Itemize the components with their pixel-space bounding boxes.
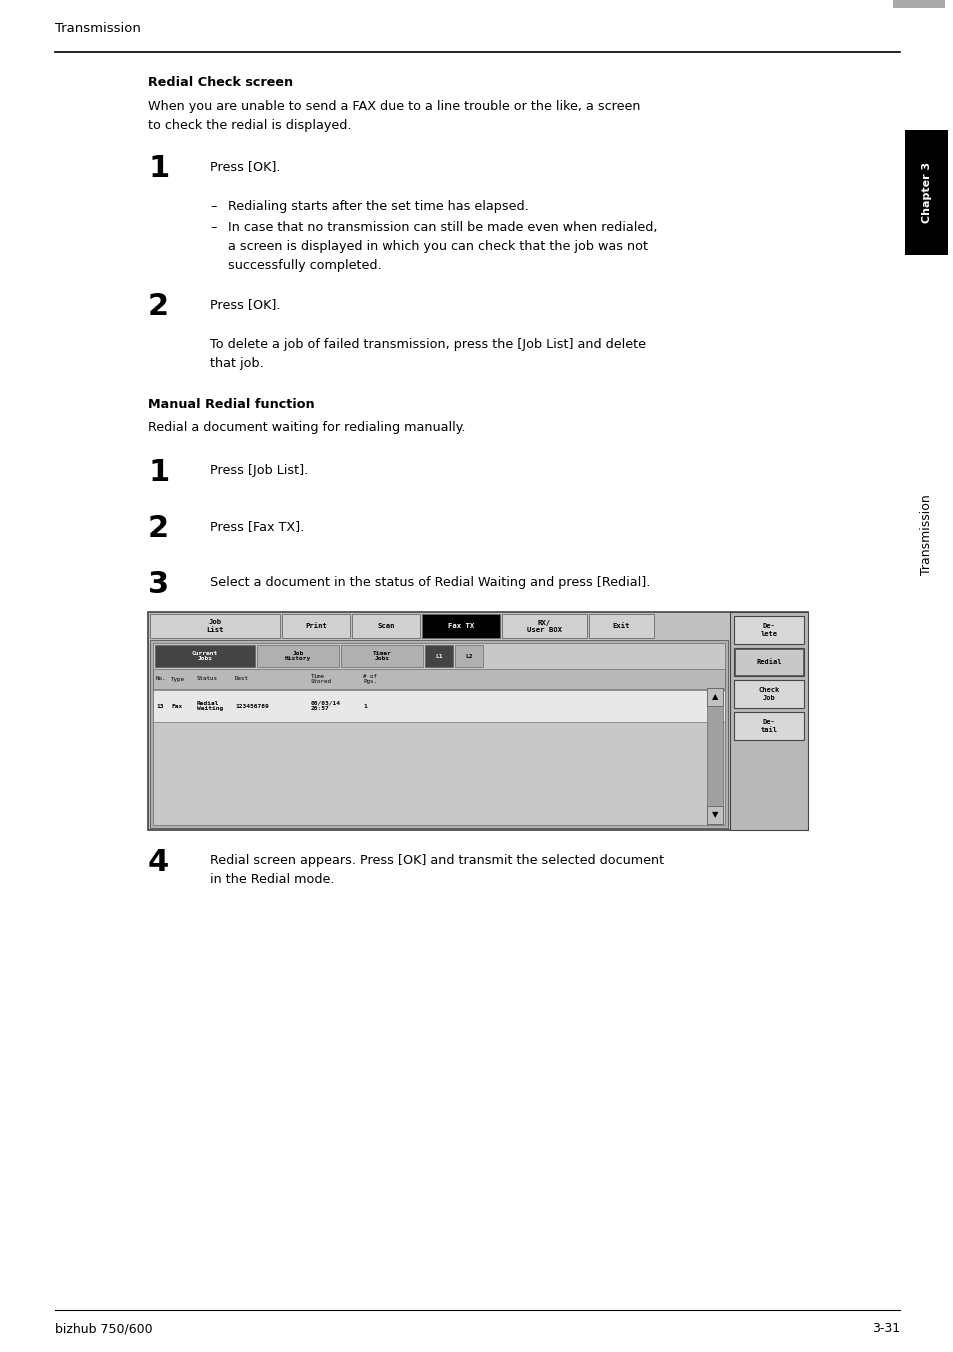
Text: RX/
User BOX: RX/ User BOX (526, 619, 561, 633)
Bar (282, 614, 350, 638)
Text: ▼: ▼ (711, 810, 718, 819)
Bar (455, 645, 482, 667)
Text: Status: Status (196, 676, 218, 681)
Bar (729, 612, 807, 830)
Text: 3-31: 3-31 (871, 1322, 899, 1334)
Text: Fax: Fax (171, 703, 182, 708)
Text: Check
Job: Check Job (758, 688, 779, 700)
Text: L2: L2 (465, 653, 473, 658)
Bar (733, 680, 803, 708)
Bar (733, 648, 803, 676)
Text: bizhub 750/600: bizhub 750/600 (55, 1322, 152, 1334)
Text: Print: Print (305, 623, 327, 629)
Text: 2: 2 (148, 514, 169, 544)
Bar (733, 713, 803, 740)
Bar (340, 645, 422, 667)
Text: –: – (210, 220, 216, 234)
Text: Redial screen appears. Press [OK] and transmit the selected document: Redial screen appears. Press [OK] and tr… (210, 854, 663, 867)
Text: Press [Fax TX].: Press [Fax TX]. (210, 521, 304, 533)
Text: When you are unable to send a FAX due to a line trouble or the like, a screen: When you are unable to send a FAX due to… (148, 100, 639, 114)
Text: Type: Type (171, 676, 185, 681)
Text: 1: 1 (148, 458, 169, 487)
Text: –: – (210, 200, 216, 214)
Text: Redial Check screen: Redial Check screen (148, 76, 293, 89)
Text: successfully completed.: successfully completed. (228, 260, 381, 272)
Text: Transmission: Transmission (55, 22, 141, 35)
Bar (706, 806, 722, 823)
Bar (706, 688, 722, 706)
Text: Select a document in the status of Redial Waiting and press [Redial].: Select a document in the status of Redia… (210, 576, 650, 589)
Text: No.: No. (156, 676, 167, 681)
Text: De-
lete: De- lete (760, 623, 777, 637)
Bar (150, 614, 280, 638)
Text: 4: 4 (148, 848, 169, 877)
Bar (733, 617, 803, 644)
Text: that job.: that job. (210, 357, 263, 370)
Bar (152, 644, 724, 825)
Text: Press [Job List].: Press [Job List]. (210, 464, 308, 477)
Text: Job
List: Job List (206, 619, 224, 633)
Text: Scan: Scan (376, 623, 395, 629)
Bar (734, 649, 802, 675)
Text: # of
Pgs.: # of Pgs. (363, 673, 376, 684)
Text: 2: 2 (148, 292, 169, 320)
Text: Job
History: Job History (285, 650, 311, 661)
Text: 3: 3 (148, 571, 169, 599)
Text: Manual Redial function: Manual Redial function (148, 397, 314, 411)
Bar (148, 612, 807, 830)
Text: 13: 13 (156, 703, 163, 708)
Text: Transmission: Transmission (919, 495, 932, 576)
Text: Press [OK].: Press [OK]. (210, 297, 280, 311)
Text: 1: 1 (148, 154, 169, 183)
Bar (892, 0, 944, 8)
Text: to check the redial is displayed.: to check the redial is displayed. (148, 119, 351, 132)
Text: Redial: Redial (756, 658, 781, 665)
Text: 06/03/14
20:57: 06/03/14 20:57 (311, 700, 340, 711)
Text: 1: 1 (363, 703, 366, 708)
Text: L1: L1 (435, 653, 442, 658)
Text: Redialing starts after the set time has elapsed.: Redialing starts after the set time has … (228, 200, 528, 214)
Text: ▲: ▲ (711, 692, 718, 702)
Bar (424, 645, 453, 667)
Bar (152, 669, 724, 690)
Text: Chapter 3: Chapter 3 (921, 162, 930, 223)
Bar (150, 639, 727, 827)
Text: Time
Stored: Time Stored (311, 673, 332, 684)
Text: Press [OK].: Press [OK]. (210, 160, 280, 173)
Text: Fax TX: Fax TX (447, 623, 474, 629)
Text: Redial
Waiting: Redial Waiting (196, 700, 223, 711)
Text: To delete a job of failed transmission, press the [Job List] and delete: To delete a job of failed transmission, … (210, 338, 645, 352)
Bar (152, 690, 724, 722)
Bar (706, 688, 722, 823)
Bar (501, 614, 586, 638)
Text: a screen is displayed in which you can check that the job was not: a screen is displayed in which you can c… (228, 241, 647, 253)
Bar (352, 614, 419, 638)
Bar (904, 130, 947, 256)
Text: 123456789: 123456789 (234, 703, 269, 708)
Bar (588, 614, 654, 638)
Text: Current
Jobs: Current Jobs (192, 650, 218, 661)
Bar (256, 645, 338, 667)
Text: in the Redial mode.: in the Redial mode. (210, 873, 335, 886)
Bar (421, 614, 499, 638)
Text: Redial a document waiting for redialing manually.: Redial a document waiting for redialing … (148, 420, 465, 434)
Text: Dest: Dest (234, 676, 249, 681)
Text: Exit: Exit (612, 623, 630, 629)
Bar (154, 645, 254, 667)
Text: In case that no transmission can still be made even when redialed,: In case that no transmission can still b… (228, 220, 657, 234)
Text: De-
tail: De- tail (760, 719, 777, 733)
Text: Timer
Jobs: Timer Jobs (373, 650, 391, 661)
